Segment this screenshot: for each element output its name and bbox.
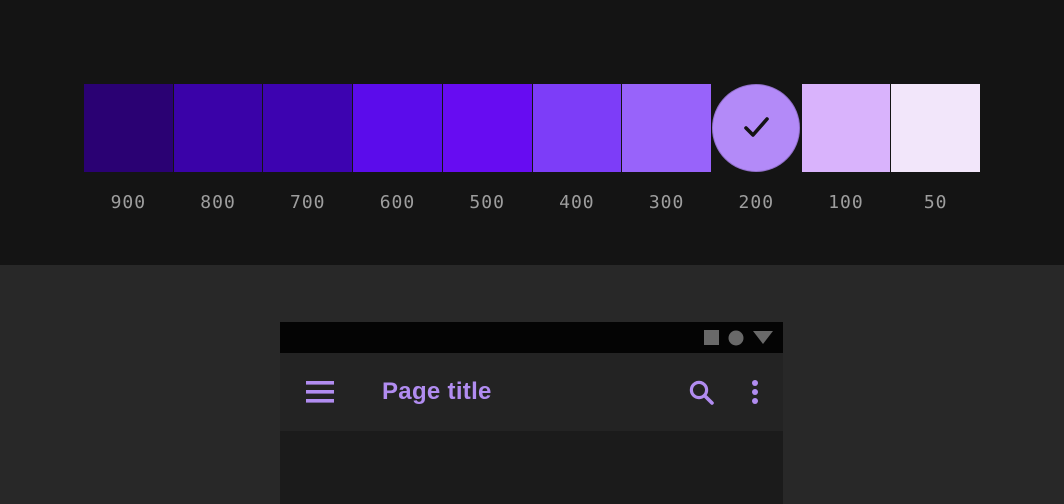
app-bar-actions (688, 379, 759, 406)
app-content-area (280, 431, 783, 504)
swatch-label: 200 (738, 192, 775, 213)
swatch-800[interactable]: 800 (173, 84, 263, 213)
swatch-300[interactable]: 300 (622, 84, 711, 213)
overflow-menu-icon[interactable] (751, 379, 759, 405)
swatch-label: 800 (200, 192, 236, 213)
swatch-200[interactable]: 200 (712, 84, 801, 213)
swatch-50[interactable]: 50 (891, 84, 981, 213)
swatch-label: 600 (379, 192, 416, 213)
swatch-color[interactable] (84, 84, 173, 172)
selected-swatch-color[interactable] (712, 84, 801, 172)
app-preview-window: Page title (280, 322, 783, 504)
color-palette: 900 800 700 600 500 400 300 200 100 50 (84, 84, 981, 213)
swatch-color[interactable] (891, 84, 981, 172)
swatch-400[interactable]: 400 (532, 84, 622, 213)
preview-section: Page title (0, 265, 1064, 504)
swatch-label: 500 (469, 192, 505, 213)
swatch-color[interactable] (442, 84, 532, 172)
swatch-label: 100 (828, 192, 864, 213)
status-bar (280, 322, 783, 353)
swatch-label: 900 (110, 192, 147, 213)
swatch-label: 400 (559, 192, 595, 213)
app-bar: Page title (280, 353, 783, 431)
swatch-color[interactable] (532, 84, 622, 172)
palette-section: 900 800 700 600 500 400 300 200 100 50 (0, 0, 1064, 265)
status-bar-icons (704, 330, 773, 346)
swatch-100[interactable]: 100 (801, 84, 891, 213)
search-icon[interactable] (688, 379, 715, 406)
swatch-700[interactable]: 700 (263, 84, 353, 213)
swatch-color[interactable] (801, 84, 891, 172)
swatch-color[interactable] (263, 84, 353, 172)
swatch-color[interactable] (173, 84, 263, 172)
swatch-label: 300 (648, 192, 685, 213)
check-icon (744, 117, 770, 137)
menu-icon[interactable] (306, 381, 334, 403)
square-icon (704, 330, 719, 345)
swatch-color[interactable] (353, 84, 442, 172)
swatch-500[interactable]: 500 (442, 84, 532, 213)
swatch-label: 700 (290, 192, 326, 213)
circle-icon (728, 330, 744, 345)
swatch-600[interactable]: 600 (353, 84, 442, 213)
page-title: Page title (382, 378, 492, 405)
swatch-label: 50 (923, 192, 948, 213)
swatch-900[interactable]: 900 (84, 84, 173, 213)
swatch-color[interactable] (622, 84, 711, 172)
triangle-down-icon (753, 331, 773, 344)
